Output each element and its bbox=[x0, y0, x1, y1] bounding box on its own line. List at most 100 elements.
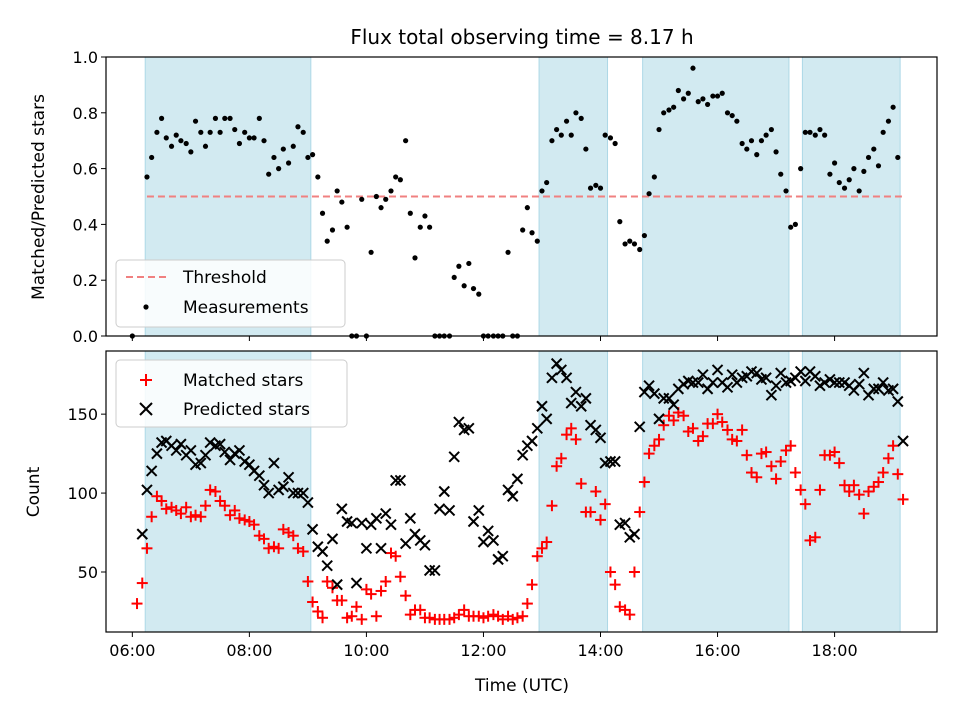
measurement-point bbox=[880, 129, 886, 135]
matched-star-point bbox=[799, 498, 811, 510]
matched-star-point bbox=[609, 579, 621, 591]
measurement-point bbox=[476, 291, 482, 297]
measurement-point bbox=[227, 115, 233, 121]
measurement-point bbox=[875, 163, 882, 169]
measurement-point bbox=[397, 177, 403, 183]
matched-star-point bbox=[707, 418, 719, 430]
measurements-legend-swatch bbox=[143, 304, 149, 310]
measurement-point bbox=[271, 154, 277, 161]
matched-star-point bbox=[317, 612, 329, 624]
predicted-star-point bbox=[590, 424, 602, 436]
measurement-point bbox=[359, 196, 365, 202]
predicted-star-point bbox=[185, 444, 197, 457]
chart-title: Flux total observing time = 8.17 h bbox=[350, 25, 693, 49]
measurement-point bbox=[188, 149, 194, 155]
measurement-point bbox=[637, 246, 643, 253]
bottom-x-tick-label: 14:00 bbox=[577, 641, 623, 660]
bottom-legend-box bbox=[115, 359, 348, 428]
predicted-star-point bbox=[463, 422, 475, 435]
measurement-point bbox=[593, 182, 599, 188]
matched-star-point bbox=[195, 511, 207, 523]
matched-star-point bbox=[892, 468, 904, 480]
measurement-point bbox=[675, 87, 681, 94]
measurement-point bbox=[563, 118, 570, 124]
bottom-x-tick-label: 10:00 bbox=[343, 641, 389, 660]
matched-star-point bbox=[668, 414, 680, 426]
measurement-point bbox=[792, 221, 798, 227]
measurement-point bbox=[681, 96, 687, 102]
top-y-axis-label: Matched/Predicted stars bbox=[29, 94, 49, 300]
matched-star-point bbox=[814, 484, 826, 496]
matched-star-point bbox=[287, 530, 299, 542]
matched-star-point bbox=[546, 500, 558, 512]
measurement-point bbox=[807, 129, 813, 135]
predicted-star-point bbox=[214, 438, 226, 450]
matched-star-point bbox=[297, 545, 309, 557]
measurement-point bbox=[417, 224, 423, 230]
predicted-star-point bbox=[316, 545, 329, 558]
predicted-star-point bbox=[634, 421, 646, 433]
matched-star-point bbox=[487, 609, 499, 621]
measurement-point bbox=[666, 107, 672, 113]
measurement-point bbox=[651, 174, 657, 180]
measurement-point bbox=[539, 188, 545, 194]
matched-star-point bbox=[697, 430, 709, 442]
bottom-y-axis-label: Count bbox=[24, 466, 44, 517]
measurement-point bbox=[246, 135, 252, 141]
measurement-point bbox=[344, 224, 350, 230]
predicted-star-point bbox=[170, 444, 182, 457]
predicted-star-point bbox=[268, 457, 280, 469]
matched-star-point bbox=[209, 486, 221, 497]
measurement-point bbox=[285, 160, 292, 166]
matched-star-point bbox=[555, 452, 567, 464]
matched-star-point bbox=[692, 435, 704, 447]
matched-legend-label: Matched stars bbox=[183, 371, 303, 391]
predicted-star-point bbox=[204, 436, 216, 449]
measurement-point bbox=[524, 205, 530, 211]
matched-star-point bbox=[175, 508, 187, 520]
measurement-point bbox=[202, 143, 209, 149]
measurement-point bbox=[236, 140, 243, 147]
measurement-point bbox=[812, 132, 818, 138]
measurement-point bbox=[865, 154, 872, 161]
matched-star-point bbox=[634, 506, 646, 518]
predicted-star-point bbox=[253, 470, 266, 482]
matched-star-point bbox=[185, 511, 197, 523]
matched-star-point bbox=[336, 594, 348, 606]
matched-star-point bbox=[648, 440, 660, 452]
measurement-point bbox=[734, 118, 740, 124]
matched-star-point bbox=[736, 424, 748, 436]
predicted-star-point bbox=[858, 367, 870, 379]
bottom-x-tick-label: 08:00 bbox=[226, 641, 272, 660]
matched-star-point bbox=[204, 484, 216, 496]
matched-star-point bbox=[721, 424, 733, 436]
top-panel: 0.0 0.2 0.4 0.6 0.8 1.0 Matched/Predicted sta… bbox=[29, 48, 938, 346]
predicted-star-point bbox=[136, 528, 148, 540]
matched-star-point bbox=[755, 448, 767, 460]
predicted-star-point bbox=[336, 503, 348, 515]
measurement-point bbox=[149, 154, 155, 161]
matched-star-point bbox=[712, 408, 724, 420]
matched-star-point bbox=[678, 410, 690, 422]
predicted-star-point bbox=[628, 528, 641, 540]
matched-star-point bbox=[517, 610, 529, 622]
measurement-point bbox=[461, 283, 467, 289]
predicted-star-point bbox=[809, 370, 821, 382]
measurement-point bbox=[671, 104, 677, 110]
measurement-point bbox=[393, 174, 399, 180]
predicted-star-point bbox=[487, 534, 500, 547]
matched-star-point bbox=[643, 448, 655, 460]
predicted-star-point bbox=[663, 392, 675, 405]
matched-star-point bbox=[312, 605, 324, 617]
measurement-point bbox=[758, 138, 765, 144]
matched-star-point bbox=[858, 508, 870, 520]
matched-star-point bbox=[751, 471, 763, 483]
predicted-star-point bbox=[697, 368, 709, 381]
matched-star-point bbox=[268, 541, 280, 553]
measurement-point bbox=[154, 129, 160, 135]
measurement-point bbox=[198, 129, 204, 135]
measurement-point bbox=[714, 93, 721, 99]
matched-star-point bbox=[789, 467, 801, 479]
matched-star-point bbox=[599, 498, 611, 510]
matched-star-point bbox=[473, 610, 485, 622]
